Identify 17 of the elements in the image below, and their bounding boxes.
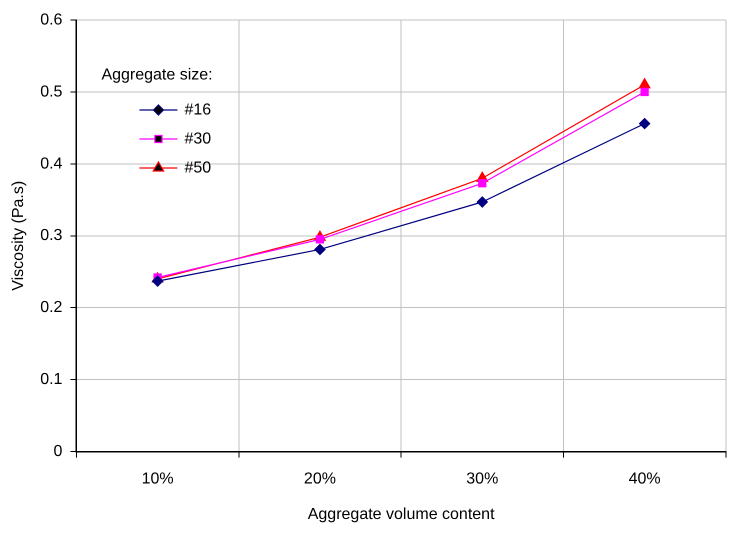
x-tick-label: 40% bbox=[628, 470, 661, 488]
x-tick-label: 30% bbox=[466, 470, 498, 488]
x-tick-label: 10% bbox=[142, 470, 174, 488]
y-tick-label: 0.2 bbox=[40, 299, 63, 316]
legend-label: #16 bbox=[184, 101, 212, 118]
y-tick-label: 0.4 bbox=[40, 155, 63, 172]
y-tick-label: 0.5 bbox=[40, 83, 63, 100]
legend-label: #50 bbox=[184, 159, 212, 176]
y-tick-label: 0.1 bbox=[40, 371, 63, 388]
x-tick-label: 20% bbox=[304, 470, 336, 488]
x-axis-title: Aggregate volume content bbox=[308, 506, 496, 523]
y-tick-label: 0 bbox=[54, 443, 63, 460]
y-axis-title: Viscosity (Pa.s) bbox=[10, 180, 28, 291]
legend-label: #30 bbox=[184, 130, 212, 148]
y-tick-label: 0.3 bbox=[40, 227, 63, 244]
legend-title: Aggregate size: bbox=[101, 66, 213, 84]
y-tick-label: 0.6 bbox=[40, 11, 63, 28]
